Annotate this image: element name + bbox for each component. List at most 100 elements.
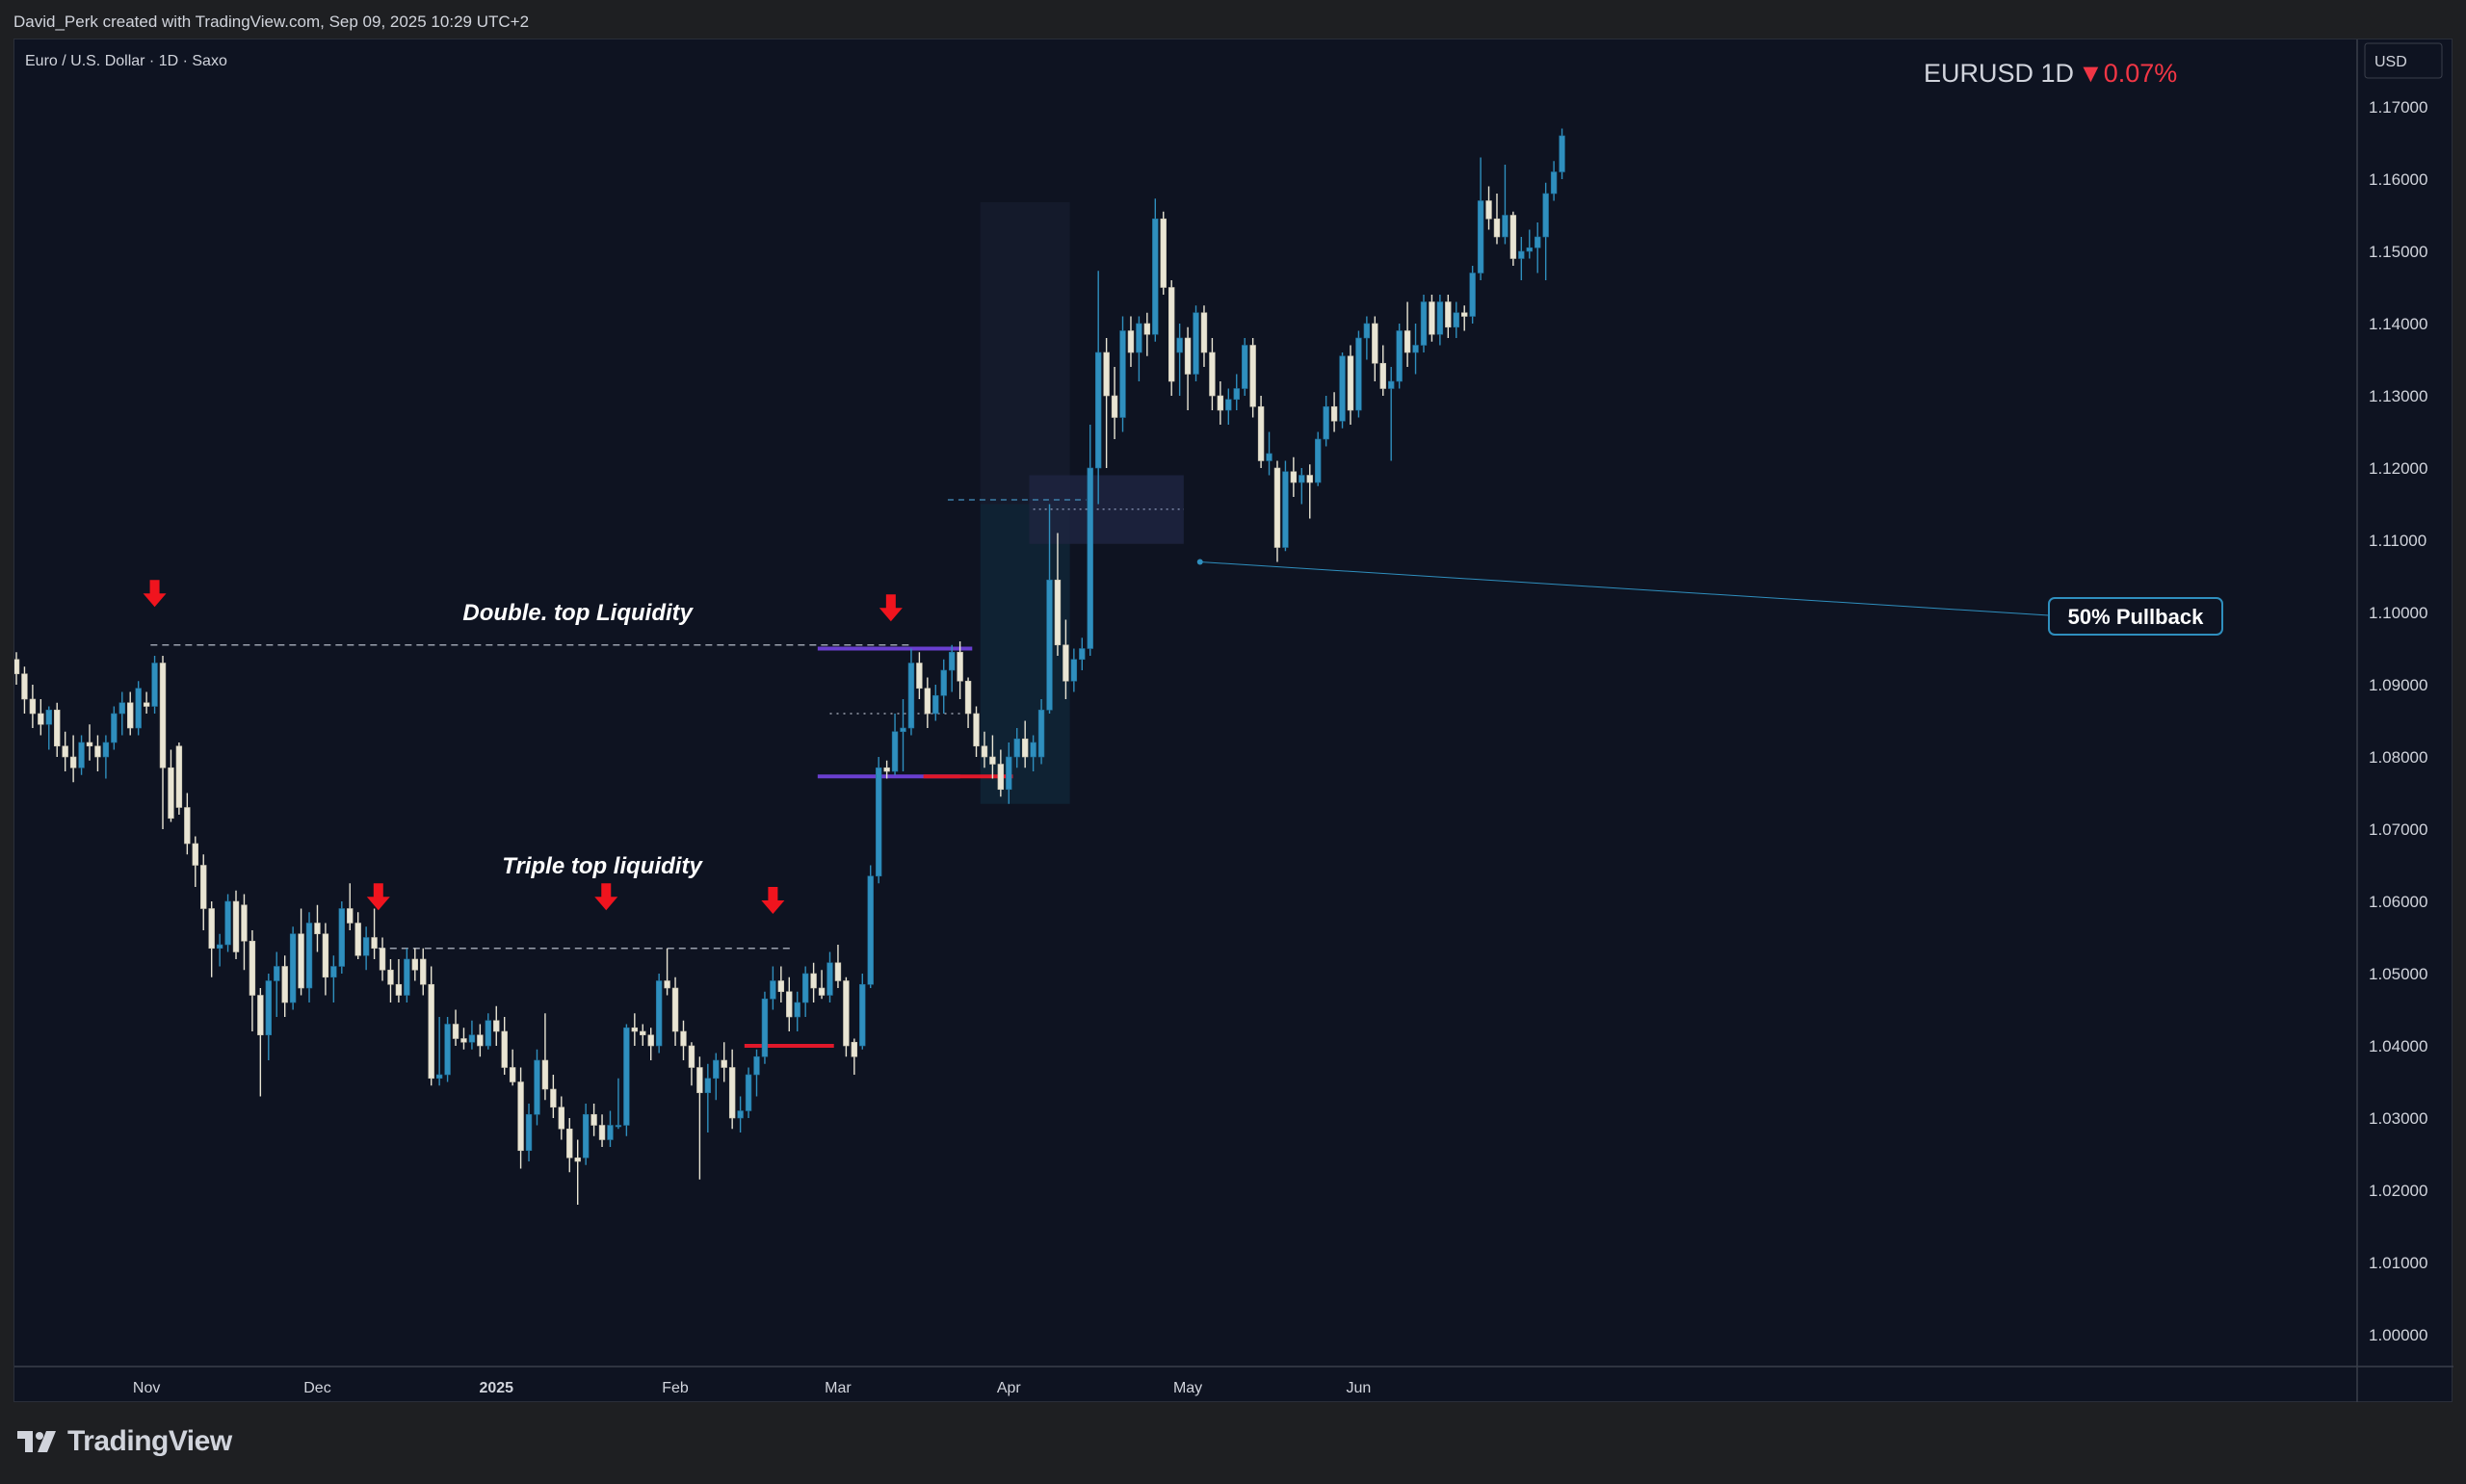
candle bbox=[168, 749, 174, 822]
candle bbox=[1257, 396, 1265, 468]
candle bbox=[192, 836, 198, 887]
candle-body bbox=[420, 958, 427, 985]
candle bbox=[257, 988, 264, 1097]
candle bbox=[916, 652, 923, 699]
candle-body bbox=[257, 995, 264, 1036]
candle bbox=[1127, 316, 1135, 367]
candle-body bbox=[997, 764, 1005, 791]
candle-body bbox=[1461, 312, 1468, 317]
candle bbox=[45, 706, 52, 750]
price-tick-label: 1.08000 bbox=[2369, 748, 2427, 767]
candle bbox=[891, 714, 899, 775]
candle-body bbox=[647, 1034, 654, 1047]
candle-body bbox=[957, 651, 963, 682]
candle-body bbox=[1372, 323, 1378, 364]
candle-body bbox=[265, 980, 272, 1036]
candle bbox=[810, 962, 817, 1002]
candle bbox=[786, 976, 793, 1031]
candle-body bbox=[1404, 330, 1411, 353]
candle bbox=[907, 648, 915, 736]
candle bbox=[224, 894, 231, 952]
candle-body bbox=[86, 742, 93, 747]
target-zone-upper bbox=[980, 202, 1070, 505]
candle bbox=[843, 976, 850, 1057]
candle-body bbox=[485, 1020, 492, 1047]
candle bbox=[1233, 374, 1240, 410]
time-tick-label: Jun bbox=[1347, 1380, 1372, 1396]
currency-badge[interactable]: USD bbox=[2374, 54, 2407, 70]
candle bbox=[485, 1013, 492, 1050]
candle bbox=[1379, 345, 1386, 396]
price-tick-label: 1.04000 bbox=[2369, 1037, 2427, 1055]
candle bbox=[143, 691, 150, 714]
candle bbox=[274, 951, 280, 1017]
candle-body bbox=[1282, 471, 1289, 548]
candle bbox=[957, 641, 963, 699]
candle-body bbox=[1535, 236, 1541, 248]
time-axis[interactable]: Nov Dec 2025 Feb Mar Apr May Jun bbox=[133, 1380, 1371, 1396]
candle-body bbox=[45, 709, 52, 725]
candle-body bbox=[411, 958, 419, 971]
triple-top-label: Triple top liquidity bbox=[502, 853, 703, 879]
candle bbox=[664, 948, 670, 996]
candle bbox=[314, 904, 321, 952]
candle bbox=[493, 1005, 500, 1046]
candle-body bbox=[208, 908, 215, 950]
candle bbox=[460, 1028, 467, 1050]
candle bbox=[1225, 388, 1232, 425]
price-tick-label: 1.01000 bbox=[2369, 1254, 2427, 1272]
candle bbox=[704, 1063, 712, 1133]
candle-body bbox=[598, 1125, 606, 1140]
candle-body bbox=[728, 1067, 736, 1119]
candle-body bbox=[891, 731, 899, 772]
candle-body bbox=[305, 923, 313, 989]
candle-body bbox=[607, 1125, 614, 1140]
candlestick-chart[interactable]: Double. top Liquidity Triple top liquidit… bbox=[14, 39, 2453, 1403]
candle bbox=[1542, 182, 1549, 280]
candle bbox=[281, 955, 288, 1017]
candle bbox=[151, 656, 158, 714]
candle-body bbox=[761, 998, 769, 1057]
candle bbox=[607, 1110, 614, 1147]
candle-body bbox=[1273, 467, 1281, 548]
price-axis[interactable]: 1.00000 1.01000 1.02000 1.03000 1.04000 1.050… bbox=[2369, 98, 2427, 1344]
candle-body bbox=[550, 1088, 557, 1108]
candle bbox=[713, 1053, 720, 1101]
header-credit: David_Perk created with TradingView.com,… bbox=[13, 13, 530, 31]
candle bbox=[86, 724, 93, 761]
candle-body bbox=[192, 843, 198, 866]
candle-body bbox=[1167, 287, 1175, 382]
candle-body bbox=[615, 1125, 622, 1128]
candle-body bbox=[843, 980, 850, 1047]
candle-body bbox=[387, 969, 394, 985]
candle bbox=[1209, 338, 1216, 410]
candle bbox=[1193, 305, 1199, 381]
candle bbox=[1152, 198, 1159, 342]
candle bbox=[1282, 460, 1289, 552]
candle bbox=[322, 923, 329, 996]
annotations-layer: Double. top Liquidity Triple top liquidit… bbox=[143, 559, 2223, 914]
candle-body bbox=[444, 1024, 451, 1076]
candle bbox=[477, 1024, 484, 1057]
candle-body bbox=[1143, 323, 1151, 335]
candle-body bbox=[493, 1020, 500, 1032]
candle-body bbox=[794, 1002, 800, 1018]
candle bbox=[1143, 312, 1151, 356]
candle bbox=[200, 854, 207, 930]
candle bbox=[541, 1013, 549, 1101]
candle bbox=[118, 691, 125, 736]
candle bbox=[973, 706, 980, 757]
candle bbox=[54, 702, 61, 757]
candle bbox=[208, 901, 215, 977]
candle bbox=[29, 685, 37, 728]
candle-body bbox=[1070, 659, 1078, 682]
candle bbox=[216, 933, 223, 967]
candle-body bbox=[1103, 351, 1110, 397]
currency-badge-box[interactable] bbox=[2364, 42, 2443, 79]
chart-frame[interactable]: Double. top Liquidity Triple top liquidit… bbox=[13, 39, 2453, 1403]
candle bbox=[1559, 128, 1565, 179]
candle-body bbox=[1436, 301, 1444, 335]
tradingview-logo[interactable]: TradingView bbox=[15, 1425, 232, 1458]
candle-body bbox=[826, 962, 833, 996]
price-tick-label: 1.15000 bbox=[2369, 243, 2427, 261]
